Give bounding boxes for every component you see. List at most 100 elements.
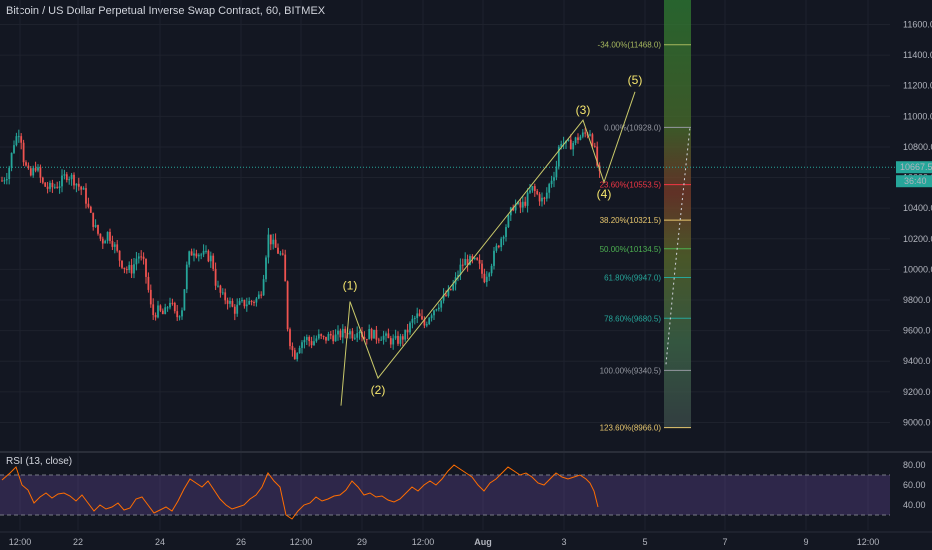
- candle-body: [272, 239, 275, 245]
- candle-body: [49, 182, 51, 189]
- candle-body: [548, 184, 551, 193]
- candle-body: [502, 236, 505, 239]
- fib-level-label: 23.60%(10553.5): [600, 181, 662, 190]
- fib-level-label: 0.00%(10928.0): [604, 123, 661, 132]
- candle-body: [255, 298, 258, 303]
- candle-body: [413, 317, 416, 319]
- candle-body: [142, 256, 145, 259]
- price-tick-label: 11200.0: [903, 81, 932, 91]
- candle-body: [89, 206, 92, 213]
- candle-body: [291, 346, 294, 351]
- candle-body: [478, 259, 481, 264]
- rsi-band: [0, 475, 890, 515]
- candle-body: [94, 225, 97, 227]
- candle-body: [507, 215, 510, 228]
- candle-body: [176, 311, 179, 318]
- candle-body: [541, 197, 543, 202]
- candle-body: [437, 307, 440, 310]
- candle-body: [313, 341, 315, 346]
- candle-body: [77, 183, 80, 187]
- candle-body: [543, 197, 546, 199]
- candle-body: [173, 302, 176, 312]
- time-tick-label: 22: [73, 537, 83, 547]
- grid: [0, 0, 932, 533]
- candle-body: [481, 263, 483, 274]
- candle-body: [430, 315, 433, 319]
- fib-level-label: -34.00%(11468.0): [598, 41, 662, 50]
- candle-body: [411, 318, 414, 323]
- candle-body: [202, 250, 205, 255]
- candle-body: [61, 175, 63, 187]
- candle-body: [466, 259, 469, 265]
- candle-body: [87, 203, 90, 207]
- candle-body: [85, 188, 87, 204]
- time-tick-label: 24: [155, 537, 165, 547]
- candle-body: [421, 316, 423, 320]
- candle-body: [17, 136, 20, 138]
- price-tick-label: 10800.0: [903, 142, 932, 152]
- candle-body: [380, 339, 383, 341]
- wave-label: (3): [576, 103, 591, 117]
- candle-body: [68, 179, 71, 181]
- candle-body: [15, 136, 18, 146]
- candle-body: [545, 192, 548, 199]
- candle-body: [8, 167, 11, 180]
- fib-zone-rect: [664, 0, 691, 428]
- candle-body: [577, 137, 579, 141]
- price-tick-label: 9400.0: [903, 356, 931, 366]
- candle-body: [401, 336, 404, 340]
- price-tick-label: 10200.0: [903, 234, 932, 244]
- candle-body: [209, 255, 212, 262]
- candle-body: [533, 186, 536, 191]
- candle-body: [356, 333, 359, 338]
- rsi-label: RSI (13, close): [6, 456, 73, 467]
- time-tick-label: Aug: [474, 537, 492, 547]
- candle-body: [41, 177, 44, 183]
- candle-body: [140, 256, 143, 258]
- price-tick-label: 10000.0: [903, 264, 932, 274]
- candle-body: [104, 240, 107, 244]
- wave-label: (5): [628, 73, 643, 87]
- candle-body: [370, 329, 373, 339]
- candle-body: [363, 336, 366, 339]
- candle-body: [197, 254, 200, 257]
- time-tick-label: 3: [561, 537, 566, 547]
- candle-body: [267, 234, 270, 258]
- candle-body: [260, 294, 263, 296]
- candle-body: [493, 250, 495, 266]
- candle-body: [447, 288, 450, 296]
- candle-body: [536, 190, 539, 195]
- candle-body: [169, 302, 171, 308]
- candle-body: [459, 264, 462, 276]
- fib-level-label: 100.00%(9340.5): [600, 366, 662, 375]
- candle-body: [111, 240, 114, 247]
- candle-body: [567, 139, 570, 141]
- candle-body: [75, 183, 78, 186]
- candle-body: [433, 310, 435, 316]
- candle-body: [188, 251, 191, 265]
- candle-body: [161, 310, 164, 315]
- candle-body: [377, 339, 380, 341]
- candle-body: [123, 267, 126, 270]
- candle-body: [269, 234, 272, 245]
- candle-body: [137, 256, 140, 259]
- candle-body: [133, 264, 135, 274]
- candle-body: [13, 145, 15, 153]
- candle-body: [550, 180, 553, 185]
- candle-body: [339, 330, 342, 338]
- candle-body: [253, 302, 255, 304]
- candle-body: [293, 350, 296, 360]
- candle-body: [214, 268, 217, 286]
- candle-body: [135, 258, 138, 265]
- candle-body: [200, 254, 203, 256]
- candle-body: [428, 318, 431, 325]
- price-tick-label: 10400.0: [903, 203, 932, 213]
- candle-body: [27, 165, 30, 169]
- candle-body: [274, 239, 277, 248]
- candle-body: [521, 201, 524, 208]
- candle-body: [190, 251, 193, 256]
- candle-body: [581, 132, 584, 137]
- candle-body: [394, 335, 397, 339]
- wave-label: (1): [343, 279, 358, 293]
